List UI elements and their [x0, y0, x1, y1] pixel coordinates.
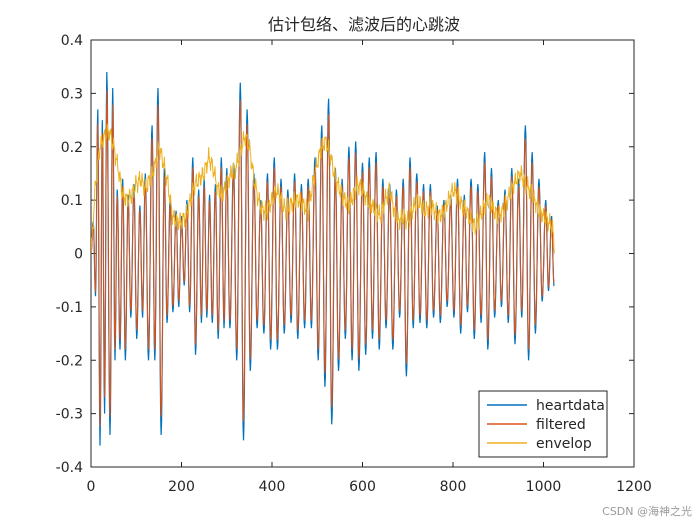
y-tick-label: -0.2 [56, 353, 83, 369]
legend: heartdata filtered envelop [478, 390, 608, 458]
y-tick-label: -0.4 [56, 460, 83, 476]
series-line-filtered [91, 90, 555, 427]
series-line-envelop [91, 123, 555, 254]
x-tick-label: 1200 [616, 479, 652, 495]
x-tick-label: 600 [349, 479, 376, 495]
y-tick-label: -0.1 [56, 300, 83, 316]
legend-label: envelop [536, 436, 592, 452]
x-tick-label: 1000 [526, 479, 562, 495]
x-axis: 0 200 400 600 800 1000 1200 [87, 40, 652, 495]
x-tick-label: 800 [440, 479, 467, 495]
y-tick-label: 0.4 [61, 33, 83, 49]
y-tick-label: -0.3 [56, 407, 83, 423]
legend-label: heartdata [536, 398, 605, 414]
y-tick-label: 0.3 [61, 86, 83, 102]
legend-label: filtered [536, 417, 586, 433]
x-tick-label: 0 [87, 479, 96, 495]
chart-title: 估计包络、滤波后的心跳波 [268, 15, 460, 34]
watermark-text: CSDN @海神之光 [602, 505, 692, 518]
y-axis: -0.4 -0.3 -0.2 -0.1 0 0.1 0.2 0.3 0.4 [56, 33, 634, 476]
x-tick-label: 400 [259, 479, 286, 495]
series-layer [91, 71, 555, 446]
x-tick-label: 200 [168, 479, 195, 495]
y-tick-label: 0.2 [61, 140, 83, 156]
y-tick-label: 0 [74, 247, 83, 263]
y-tick-label: 0.1 [61, 193, 83, 209]
